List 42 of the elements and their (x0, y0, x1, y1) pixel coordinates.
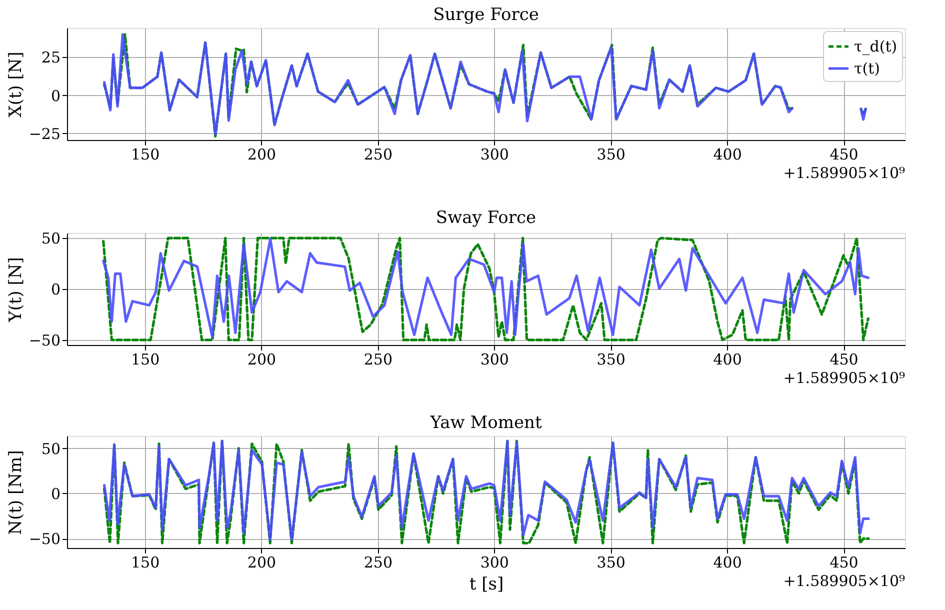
text: +1.589905×10⁹ (783, 369, 905, 387)
x-tick-label: 150 (130, 554, 160, 572)
y-axis-title: Y(t) [N] (6, 257, 26, 323)
chart-title: Yaw Moment (429, 413, 542, 433)
x-tick-label: 300 (480, 554, 509, 572)
x-tick-label: 450 (830, 554, 858, 572)
chart-title: Surge Force (433, 5, 539, 25)
legend-label: τ_d(t) (854, 38, 898, 56)
x-tick-label: 450 (830, 146, 858, 164)
y-tick-label: −50 (28, 331, 60, 350)
x-tick-label: 350 (596, 554, 626, 572)
x-tick-label: 150 (130, 350, 160, 368)
x-tick-label: 400 (713, 554, 742, 572)
legend-label: τ(t) (854, 60, 880, 78)
chart-title: Sway Force (436, 208, 536, 228)
y-tick-label: 0 (50, 280, 60, 298)
y-tick-label: 50 (41, 440, 60, 458)
x-tick-label: 300 (480, 350, 509, 368)
x-tick-label: 200 (247, 350, 276, 368)
x-tick-label: 300 (480, 146, 509, 164)
x-tick-label: 400 (713, 146, 742, 164)
y-tick-label: 25 (41, 48, 60, 67)
x-tick-label: 250 (364, 350, 393, 368)
x-tick-label: 250 (364, 554, 393, 572)
y-tick-label: 0 (50, 484, 60, 503)
x-tick-label: 450 (830, 350, 858, 368)
y-axis-title: N(t) [Nm] (6, 450, 26, 535)
x-tick-label: 150 (130, 146, 160, 164)
x-tick-label: 400 (713, 350, 742, 368)
y-axis-title: X(t) [N] (6, 52, 26, 118)
x-tick-label: 350 (596, 146, 626, 164)
y-tick-label: −25 (28, 124, 60, 143)
y-tick-label: 0 (50, 86, 60, 105)
x-axis-title: t [s] (469, 574, 504, 594)
x-tick-label: 200 (247, 554, 276, 572)
text: +1.589905×10⁹ (783, 572, 905, 590)
x-tick-label: 350 (596, 350, 626, 368)
text: +1.589905×10⁹ (783, 164, 905, 182)
y-tick-label: −50 (28, 530, 60, 548)
y-tick-label: 50 (41, 230, 60, 248)
x-tick-label: 200 (247, 146, 276, 164)
x-tick-label: 250 (364, 146, 393, 164)
